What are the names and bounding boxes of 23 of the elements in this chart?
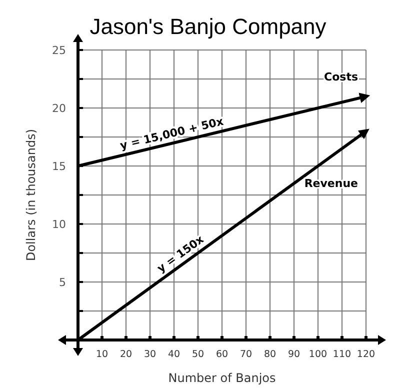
x-tick-label: 10	[96, 349, 108, 360]
y-tick-label: 25	[52, 44, 66, 57]
annotation: y = 15,000 + 50x	[118, 114, 225, 152]
x-tick-label: 30	[144, 349, 156, 360]
y-tick-label: 15	[52, 160, 66, 173]
y-axis-title: Dollars (in thousands)	[24, 128, 38, 262]
chart-title: Jason's Banjo Company	[90, 14, 326, 39]
x-tick-label: 50	[192, 349, 204, 360]
x-tick-label: 70	[240, 349, 252, 360]
series-label: Costs	[324, 70, 358, 84]
x-tick-label: 60	[216, 349, 228, 360]
x-axis-title: Number of Banjos	[168, 371, 276, 385]
x-tick-label: 90	[288, 349, 300, 360]
x-tick-label: 20	[120, 349, 132, 360]
x-tick-label: 100	[308, 349, 328, 360]
series-label: Revenue	[304, 177, 358, 190]
y-tick-label: 10	[52, 218, 66, 231]
x-tick-label: 80	[264, 349, 276, 360]
x-tick-label: 40	[168, 349, 180, 360]
x-tick-label: 120	[356, 349, 376, 360]
y-tick-label: 5	[59, 276, 66, 289]
x-tick-label: 110	[332, 349, 352, 360]
y-tick-label: 20	[52, 102, 66, 115]
